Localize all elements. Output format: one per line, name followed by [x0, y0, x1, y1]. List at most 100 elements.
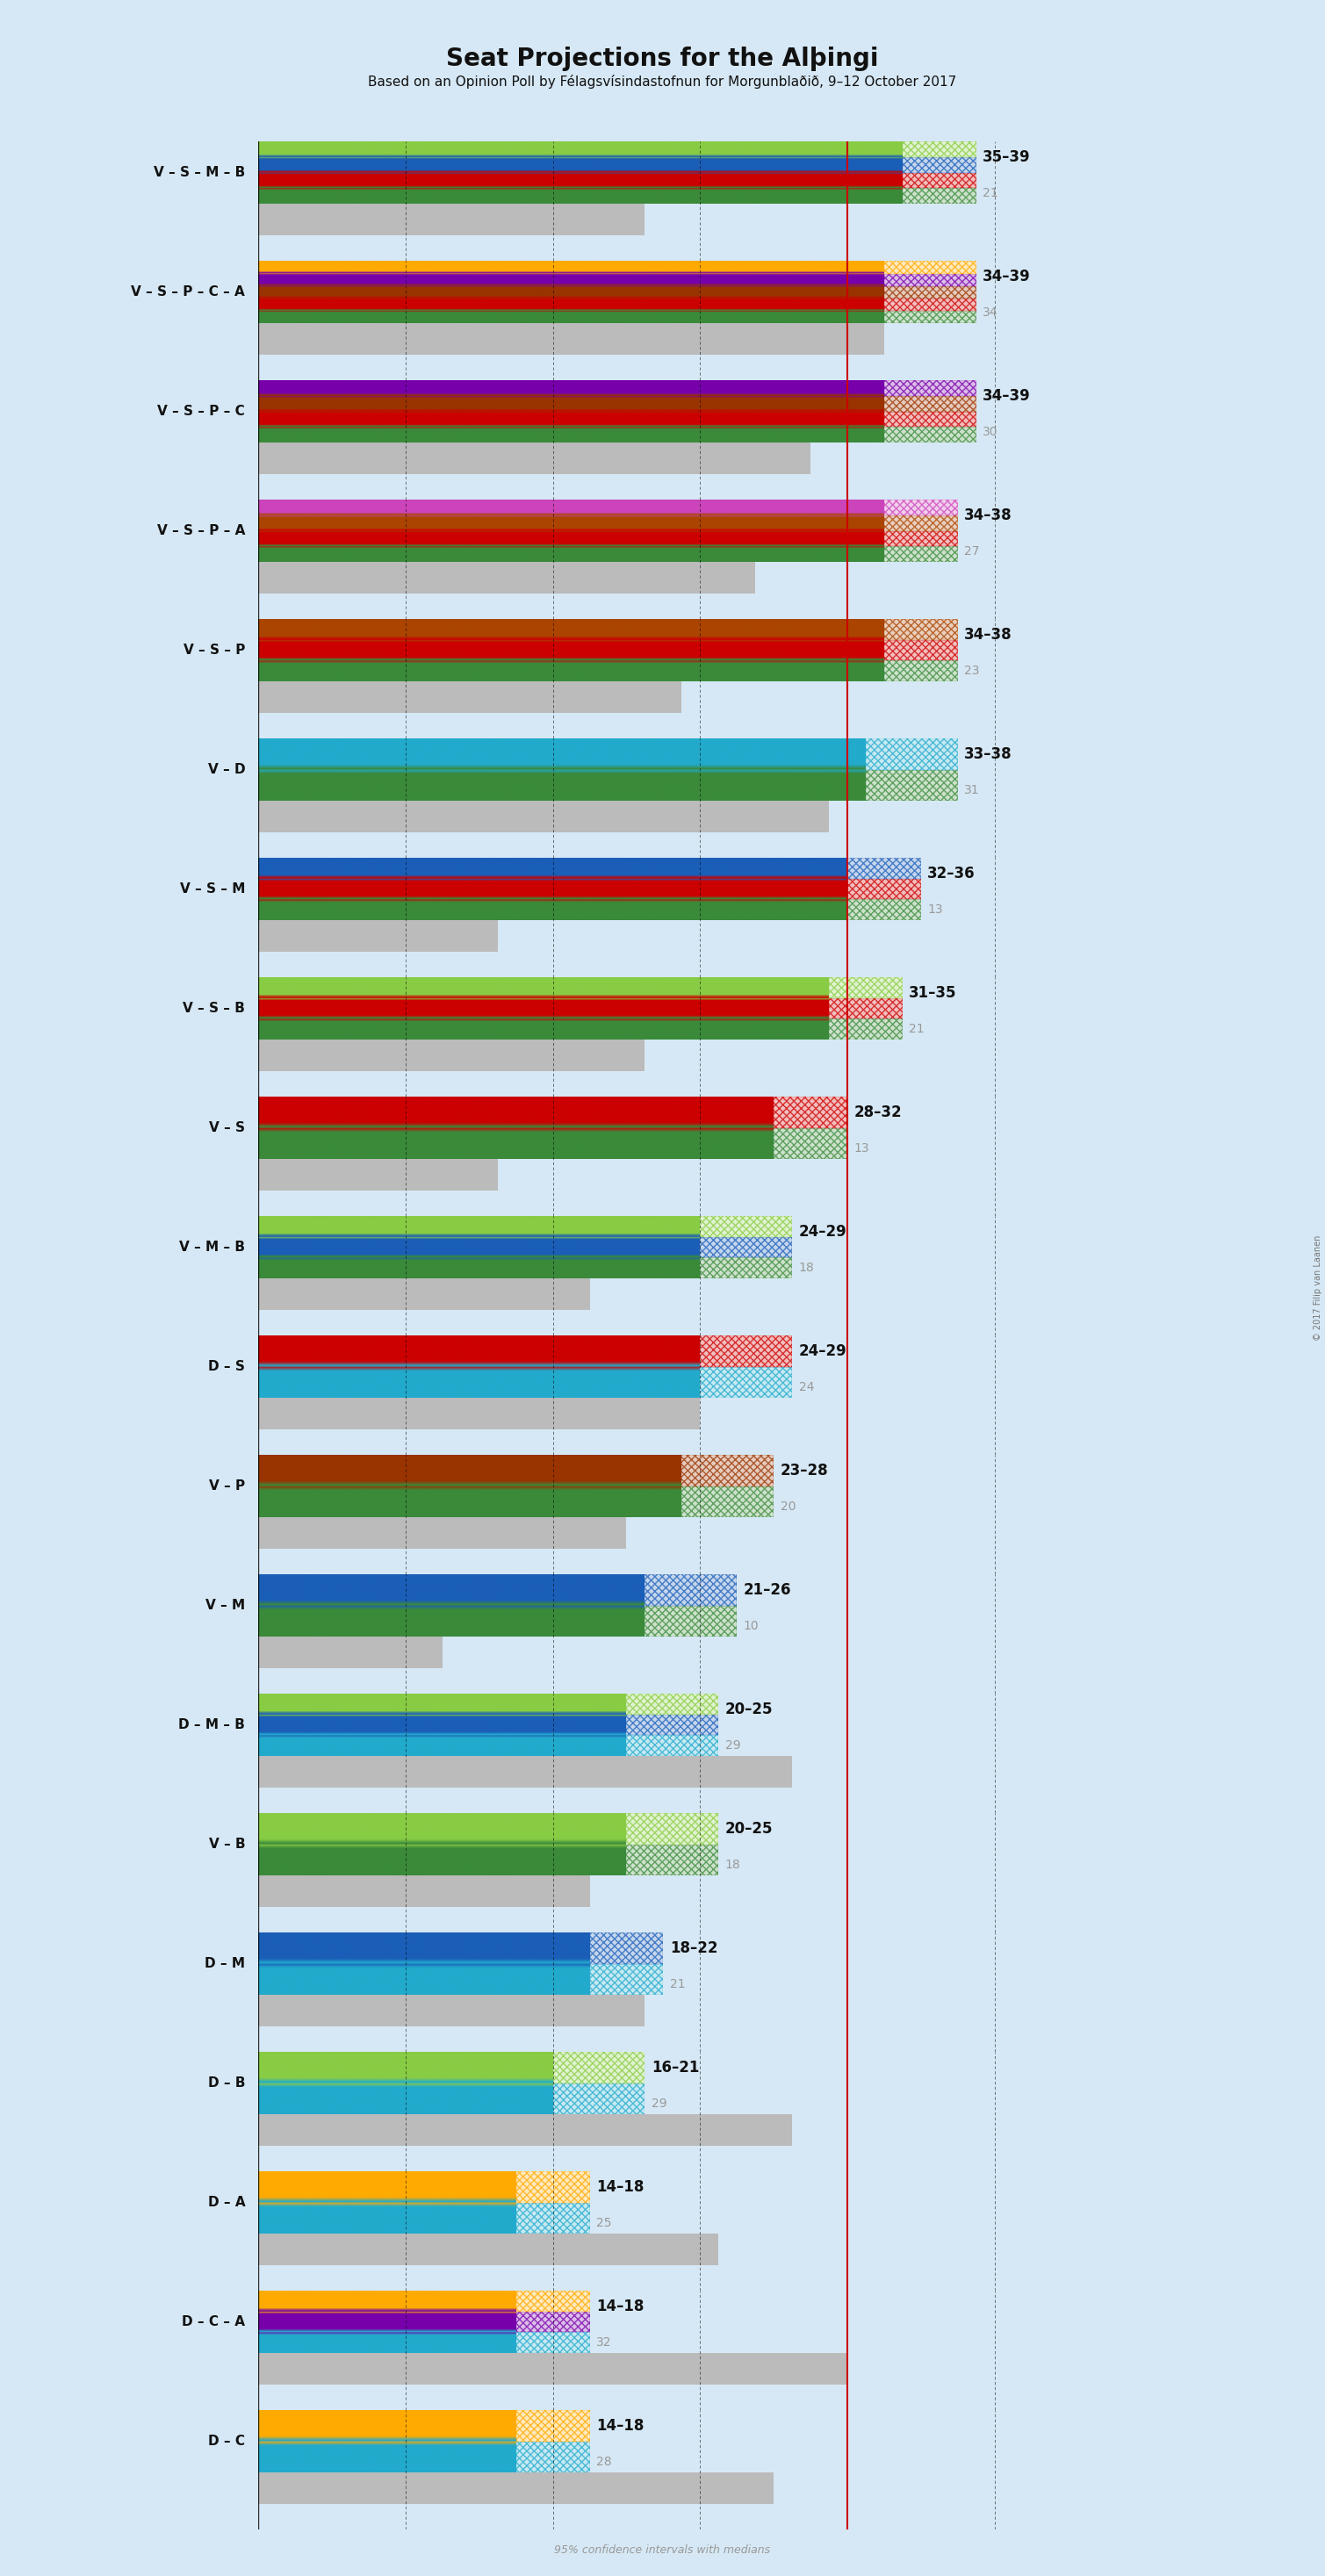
Bar	[515, 2290, 590, 2311]
Bar	[681, 1455, 774, 1486]
Bar	[700, 1334, 792, 1368]
Bar	[884, 639, 958, 659]
Bar	[884, 260, 977, 273]
Text: D – M: D – M	[205, 1958, 245, 1971]
Text: D – C: D – C	[208, 2434, 245, 2447]
Bar	[847, 878, 921, 899]
Bar	[884, 412, 977, 428]
Bar	[902, 173, 977, 188]
Bar	[902, 188, 977, 204]
Text: V – M – B: V – M – B	[179, 1242, 245, 1255]
Bar	[627, 1814, 718, 1844]
Bar	[829, 997, 902, 1020]
Text: V – S – M: V – S – M	[180, 884, 245, 896]
Text: V – S – P – C – A: V – S – P – C – A	[131, 286, 245, 299]
Text: 24–29: 24–29	[799, 1342, 847, 1360]
Bar	[553, 2053, 645, 2084]
Text: 21: 21	[983, 188, 998, 198]
Text: V – S – P – C: V – S – P – C	[158, 404, 245, 417]
Bar	[774, 1128, 847, 1159]
Bar	[590, 1963, 664, 1994]
Bar	[829, 976, 902, 997]
Text: 31: 31	[965, 783, 979, 796]
Bar	[700, 1257, 792, 1278]
Text: 32: 32	[596, 2336, 612, 2349]
Bar	[902, 142, 977, 157]
Bar	[774, 1128, 847, 1159]
Bar	[515, 2202, 590, 2233]
Text: V – S – M – B: V – S – M – B	[154, 165, 245, 180]
Text: 33–38: 33–38	[965, 747, 1012, 762]
Bar	[515, 2202, 590, 2233]
Text: V – B: V – B	[208, 1837, 245, 1852]
Text: 21: 21	[670, 1978, 685, 1991]
Text: 34–39: 34–39	[983, 389, 1031, 404]
Bar	[515, 2442, 590, 2473]
Bar	[884, 286, 977, 299]
Text: D – S: D – S	[208, 1360, 245, 1373]
Text: V – S – P: V – S – P	[183, 644, 245, 657]
Text: Seat Projections for the Alþingi: Seat Projections for the Alþingi	[447, 46, 878, 72]
Bar	[865, 770, 958, 801]
Bar	[847, 899, 921, 920]
Bar	[515, 2311, 590, 2331]
Bar	[515, 2411, 590, 2442]
Bar	[515, 2290, 590, 2311]
Text: 32–36: 32–36	[928, 866, 975, 881]
Bar	[884, 299, 977, 312]
Bar	[700, 1216, 792, 1236]
Text: V – S: V – S	[209, 1121, 245, 1133]
Text: 30: 30	[983, 425, 998, 438]
Text: 14–18: 14–18	[596, 2179, 644, 2195]
Bar	[515, 2411, 590, 2442]
Bar	[884, 546, 958, 562]
Bar	[515, 2172, 590, 2202]
Bar	[627, 1716, 718, 1736]
Bar	[884, 531, 958, 546]
Bar	[515, 2442, 590, 2473]
Bar	[884, 531, 958, 546]
Text: 23: 23	[965, 665, 979, 677]
Bar	[884, 412, 977, 428]
Text: V – P: V – P	[209, 1479, 245, 1492]
Text: 18–22: 18–22	[670, 1940, 718, 1955]
Text: 18: 18	[799, 1262, 815, 1275]
Bar	[884, 260, 977, 273]
Bar	[774, 1097, 847, 1128]
Text: 24–29: 24–29	[799, 1224, 847, 1239]
Bar	[902, 157, 977, 173]
Bar	[627, 1695, 718, 1716]
Bar	[700, 1236, 792, 1257]
Text: 13: 13	[853, 1141, 869, 1154]
Bar	[700, 1257, 792, 1278]
Text: © 2017 Filip van Laanen: © 2017 Filip van Laanen	[1313, 1234, 1322, 1342]
Bar	[884, 299, 977, 312]
Bar	[847, 858, 921, 878]
Text: 29: 29	[725, 1739, 741, 1752]
Bar	[553, 2084, 645, 2115]
Text: V – M: V – M	[205, 1600, 245, 1613]
Bar	[700, 1368, 792, 1399]
Bar	[884, 618, 958, 639]
Bar	[884, 500, 958, 515]
Text: 18: 18	[725, 1860, 741, 1870]
Bar	[590, 1932, 664, 1963]
Text: 24: 24	[799, 1381, 814, 1394]
Text: 20: 20	[780, 1502, 795, 1512]
Text: D – M – B: D – M – B	[179, 1718, 245, 1731]
Bar	[884, 515, 958, 531]
Bar	[700, 1216, 792, 1236]
Bar	[627, 1695, 718, 1716]
Bar	[865, 739, 958, 770]
Bar	[590, 1963, 664, 1994]
Text: 16–21: 16–21	[652, 2061, 700, 2076]
Bar	[515, 2331, 590, 2352]
Bar	[681, 1486, 774, 1517]
Text: V – S – B: V – S – B	[183, 1002, 245, 1015]
Bar	[645, 1605, 737, 1636]
Bar	[865, 770, 958, 801]
Text: 31–35: 31–35	[909, 984, 957, 1002]
Text: 34–38: 34–38	[965, 507, 1012, 523]
Text: 20–25: 20–25	[725, 1703, 772, 1718]
Bar	[829, 997, 902, 1020]
